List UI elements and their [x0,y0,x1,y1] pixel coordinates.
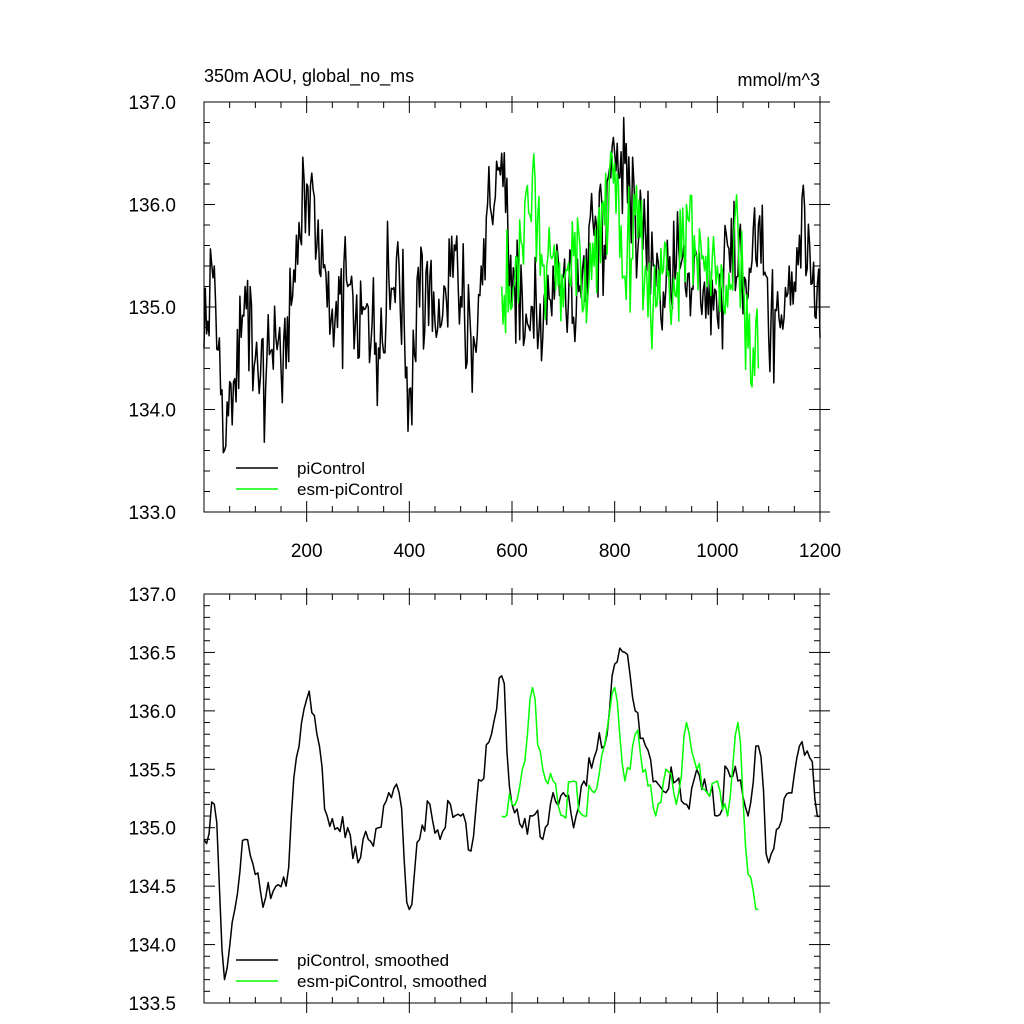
plot-frame [203,593,821,1004]
y-tick-label: 134.0 [128,936,176,957]
x-tick-label: 800 [599,541,631,562]
legend-label: piControl, smoothed [297,951,449,970]
series-line-esm-picontrol-smoothed [501,686,759,911]
x-tick-label: 400 [393,541,425,562]
legend-label: piControl [297,459,365,478]
legend-label: esm-piControl [297,480,403,499]
y-tick-label: 137.0 [128,93,176,114]
x-tick-label: 1200 [799,541,841,562]
legend-label: esm-piControl, smoothed [297,972,487,991]
y-tick-label: 137.0 [128,585,176,606]
y-tick-label: 136.0 [128,196,176,217]
x-tick-label: 1000 [696,541,738,562]
series-line-picontrol [203,116,821,454]
x-tick-label: 200 [291,541,323,562]
top-panel: 200 400 600 800 1000 1200 133.0 134.0 135.0 136.0… [128,93,841,562]
units-label: mmol/m^3 [738,70,820,90]
y-tick-label: 136.0 [128,702,176,723]
y-tick-label: 134.0 [128,401,176,422]
chart-title: 350m AOU, global_no_ms [204,66,414,87]
y-tick-label: 135.5 [128,760,176,781]
y-tick-label: 135.0 [128,298,176,319]
y-tick-label: 133.5 [128,994,176,1015]
y-tick-label: 134.5 [128,877,176,898]
y-tick-label: 133.0 [128,503,176,524]
x-tick-label: 600 [496,541,528,562]
bottom-panel: 133.5 134.0 134.5 135.0 135.5 136.0 136.5 137.0… [128,585,830,1015]
series-line-esm-picontrol [500,150,760,388]
y-tick-label: 135.0 [128,819,176,840]
y-tick-label: 136.5 [128,643,176,664]
